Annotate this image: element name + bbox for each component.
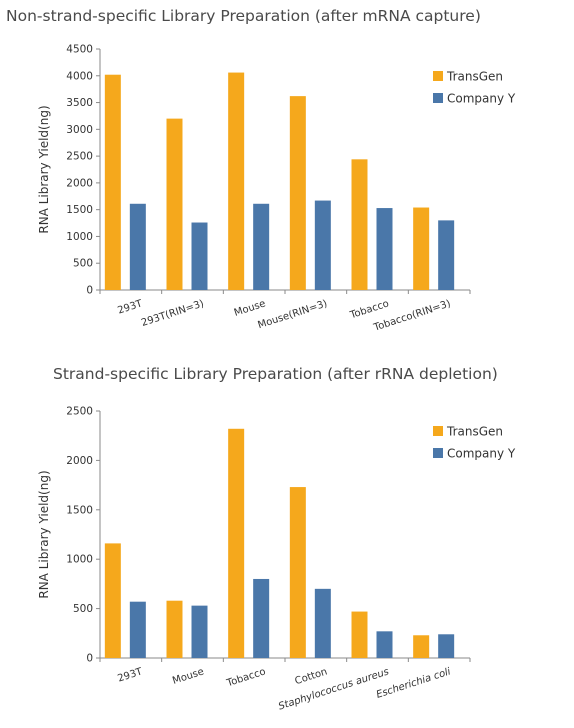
bar-transgen — [104, 543, 121, 658]
x-tick-label: Tobacco — [225, 666, 268, 689]
y-tick-label: 4500 — [66, 44, 93, 56]
bar-company-y — [376, 631, 393, 658]
legend-label: Company Y — [447, 92, 516, 106]
bar-transgen — [166, 600, 183, 658]
y-tick-label: 0 — [86, 285, 93, 297]
bar-chart-non-strand-specific: 0 500 1000 1500 2000 2500 3000 3500 4000 4500 RNA … — [37, 44, 516, 334]
bar-company-y — [438, 220, 455, 290]
bar-transgen — [413, 207, 430, 290]
x-tick-label: Tobacco — [348, 298, 391, 321]
x-tick-label: Cotton — [294, 666, 329, 687]
x-tick-label: 293T — [116, 298, 144, 317]
bar-chart-strand-specific: 0 500 1000 1500 2000 2500 RNA Library Yield(ng… — [37, 406, 516, 713]
chart-panel-strand-specific: Strand-specific Library Preparation (aft… — [0, 355, 574, 728]
bar-company-y — [376, 208, 393, 290]
y-tick-label: 1500 — [66, 204, 93, 216]
y-tick-label: 1000 — [66, 231, 93, 243]
legend-swatch — [433, 93, 443, 103]
y-tick-label: 500 — [73, 258, 93, 270]
y-tick-label: 2000 — [66, 455, 93, 467]
bar-transgen — [228, 72, 245, 290]
y-tick-label: 2500 — [66, 406, 93, 418]
y-tick-label: 0 — [86, 653, 93, 665]
bar-company-y — [314, 200, 331, 290]
bar-company-y — [191, 222, 208, 290]
bar-company-y — [129, 203, 146, 290]
x-tick-label: 293T — [116, 666, 144, 685]
legend-swatch — [433, 71, 443, 81]
y-tick-label: 500 — [73, 603, 93, 615]
legend-label: TransGen — [446, 70, 503, 84]
bar-transgen — [289, 487, 306, 658]
chart-title: Strand-specific Library Preparation (aft… — [53, 365, 498, 383]
bar-company-y — [314, 588, 331, 658]
chart-title: Non-strand-specific Library Preparation … — [6, 7, 481, 25]
bar-company-y — [253, 578, 270, 658]
legend-swatch — [433, 426, 443, 436]
y-tick-label: 1000 — [66, 554, 93, 566]
x-tick-label: Mouse(RIN=3) — [257, 298, 329, 331]
x-tick-label: Mouse — [171, 666, 205, 686]
legend-swatch — [433, 448, 443, 458]
bar-company-y — [129, 601, 146, 658]
chart-panel-non-strand-specific: Non-strand-specific Library Preparation … — [0, 0, 574, 350]
legend-label: TransGen — [446, 425, 503, 439]
bar-transgen — [228, 428, 245, 658]
bar-transgen — [351, 159, 368, 290]
y-axis-label: RNA Library Yield(ng) — [37, 105, 51, 233]
y-tick-label: 2000 — [66, 177, 93, 189]
y-tick-label: 4000 — [66, 70, 93, 82]
bar-transgen — [104, 74, 121, 290]
bar-transgen — [413, 635, 430, 658]
x-tick-label: Staphylococcus aureus — [277, 666, 390, 712]
y-tick-label: 2500 — [66, 151, 93, 163]
bar-company-y — [191, 605, 208, 658]
y-tick-label: 3000 — [66, 124, 93, 136]
bar-company-y — [253, 203, 270, 290]
x-tick-label: 293T(RIN=3) — [140, 298, 205, 329]
legend-label: Company Y — [447, 447, 516, 461]
bar-transgen — [351, 611, 368, 658]
y-tick-label: 3500 — [66, 97, 93, 109]
bar-transgen — [166, 118, 183, 290]
y-tick-label: 1500 — [66, 504, 93, 516]
bar-company-y — [438, 634, 455, 658]
bar-transgen — [289, 96, 306, 290]
y-axis-label: RNA Library Yield(ng) — [37, 470, 51, 598]
x-tick-label: Mouse — [233, 298, 267, 318]
